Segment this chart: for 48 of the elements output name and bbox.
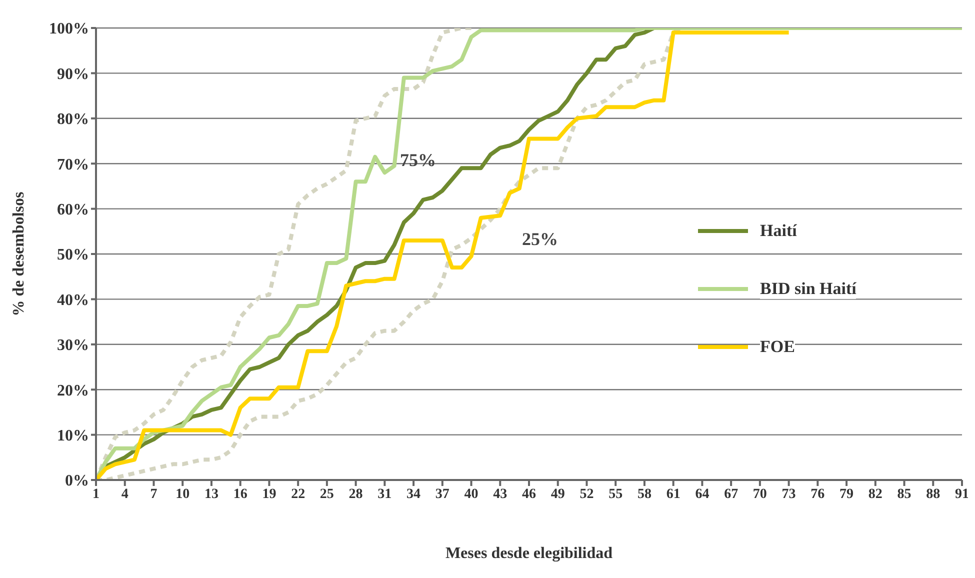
x-tick-label: 58 bbox=[637, 486, 652, 502]
x-tick-label: 82 bbox=[868, 486, 882, 502]
x-tick-label: 70 bbox=[752, 486, 767, 502]
y-tick-label: 30% bbox=[57, 337, 89, 354]
x-tick-label: 19 bbox=[262, 486, 276, 502]
x-tick-label: 43 bbox=[493, 486, 508, 502]
x-tick-label: 13 bbox=[204, 486, 218, 502]
x-tick-label: 61 bbox=[666, 486, 680, 502]
x-tick-label: 22 bbox=[291, 486, 306, 502]
x-tick-label: 28 bbox=[348, 486, 363, 502]
legend-label: Haití bbox=[760, 220, 797, 242]
x-tick-label: 52 bbox=[580, 486, 594, 502]
x-tick-label: 88 bbox=[926, 486, 940, 502]
x-tick-label: 64 bbox=[695, 486, 710, 502]
legend-label: FOE bbox=[760, 336, 795, 358]
y-tick-label: 100% bbox=[49, 20, 89, 38]
x-tick-label: 34 bbox=[406, 486, 421, 502]
x-tick-label: 91 bbox=[955, 486, 969, 502]
x-tick-label: 16 bbox=[233, 486, 248, 502]
y-tick-label: 20% bbox=[57, 382, 89, 400]
y-tick-label: 10% bbox=[57, 427, 89, 444]
x-axis-title: Meses desde elegibilidad bbox=[445, 545, 613, 562]
y-tick-label: 40% bbox=[57, 292, 89, 309]
x-tick-label: 31 bbox=[378, 486, 392, 502]
y-tick-label: 60% bbox=[57, 201, 89, 218]
legend-label: BID sin Haití bbox=[760, 278, 856, 300]
x-tick-label: 49 bbox=[550, 486, 565, 502]
x-tick-label: 1 bbox=[92, 486, 100, 502]
annotation: 25% bbox=[522, 229, 558, 250]
x-tick-label: 73 bbox=[782, 486, 796, 502]
x-tick-label: 67 bbox=[724, 486, 738, 502]
x-tick-label: 25 bbox=[320, 486, 334, 502]
y-tick-label: 80% bbox=[57, 111, 89, 128]
x-tick-label: 46 bbox=[522, 486, 536, 502]
x-tick-label: 7 bbox=[150, 486, 158, 502]
x-tick-label: 37 bbox=[435, 486, 450, 502]
y-axis-title: % de desembolsos bbox=[10, 192, 28, 316]
y-tick-label: 90% bbox=[57, 66, 89, 83]
x-tick-label: 10 bbox=[176, 486, 190, 502]
x-tick-label: 76 bbox=[810, 486, 825, 502]
x-tick-label: 4 bbox=[121, 486, 128, 502]
y-tick-label: 70% bbox=[57, 156, 89, 174]
x-tick-label: 79 bbox=[840, 486, 854, 502]
x-tick-label: 40 bbox=[464, 486, 478, 502]
x-tick-label: 85 bbox=[897, 486, 912, 502]
y-tick-label: 50% bbox=[57, 246, 89, 264]
y-tick-label: 0% bbox=[65, 472, 89, 490]
x-tick-label: 55 bbox=[608, 486, 623, 502]
